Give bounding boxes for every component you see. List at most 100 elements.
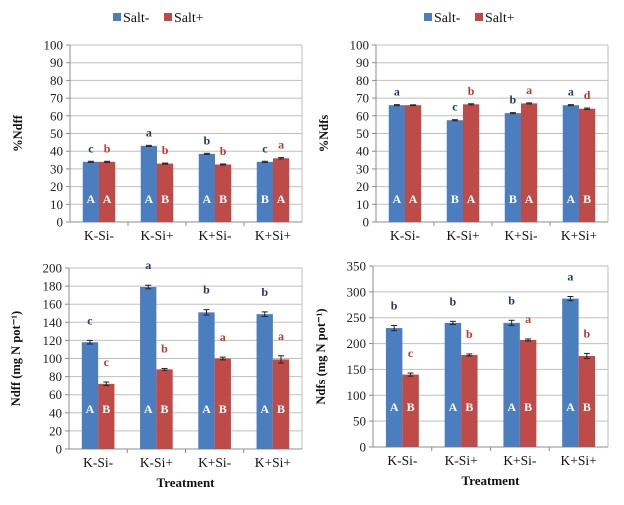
significance-letter: c <box>262 141 268 155</box>
bar-salt-minus <box>503 322 520 447</box>
significance-letter: b <box>161 341 168 355</box>
x-category-label: K+Si- <box>198 228 232 243</box>
y-tick-label: 0 <box>57 215 64 230</box>
legend: Salt- Salt+ <box>424 11 515 26</box>
bar-salt-plus <box>578 355 596 447</box>
y-tick-label: 50 <box>356 126 369 141</box>
inner-letter: A <box>525 192 534 206</box>
bar-salt-minus <box>140 287 157 449</box>
inner-letter: A <box>144 402 153 416</box>
chart-ndff: 0 20 40 60 80 100 120 140 160 180 200 K-Si-c Ac B K-Si… <box>9 258 303 490</box>
bar-salt-minus <box>82 161 99 222</box>
y-tick-label: 60 <box>49 387 62 402</box>
inner-letter: A <box>409 192 418 206</box>
bar-salt-plus <box>157 163 174 222</box>
bar-salt-plus <box>519 339 537 447</box>
significance-letter: d <box>584 88 591 102</box>
y-tick-label: 30 <box>356 161 369 176</box>
bar-salt-minus <box>140 145 157 222</box>
y-tick-label: 180 <box>43 279 63 294</box>
inner-letter: B <box>465 400 473 414</box>
significance-letter: a <box>525 312 531 326</box>
y-tick-label: 0 <box>360 440 367 455</box>
x-category-label: K-Si+ <box>140 228 173 243</box>
y-tick-label: 70 <box>356 91 369 106</box>
significance-letter: c <box>104 355 110 369</box>
y-tick-label: 100 <box>350 38 370 53</box>
significance-letter: a <box>567 270 573 284</box>
inner-letter: A <box>145 192 154 206</box>
x-category-label: K+Si- <box>198 455 232 470</box>
chart-pct-ndff: 0 10 20 30 40 50 60 70 80 90 100 K-Si-c Ab A K-Si+ a Ab B… <box>11 11 303 243</box>
significance-letter: a <box>394 85 400 99</box>
inner-letter: A <box>260 402 269 416</box>
bar-salt-plus <box>215 164 232 222</box>
significance-letter: c <box>87 313 93 327</box>
x-category-label: K-Si- <box>84 228 115 243</box>
significance-letter: a <box>220 330 226 344</box>
inner-letter: A <box>203 192 212 206</box>
x-axis-label: Treatment <box>157 475 216 490</box>
bar-salt-minus <box>446 120 463 222</box>
inner-letter: B <box>277 402 285 416</box>
inner-letter: B <box>583 192 591 206</box>
bar-salt-plus <box>272 359 290 449</box>
legend-swatch-salt-minus <box>424 13 432 21</box>
x-category-label: K-Si- <box>390 228 421 243</box>
inner-letter: B <box>261 192 269 206</box>
inner-letter: B <box>509 192 517 206</box>
x-category-label: K+Si+ <box>561 228 597 243</box>
bar-salt-minus <box>562 105 579 222</box>
y-tick-label: 30 <box>50 161 63 176</box>
y-tick-label: 40 <box>49 405 62 420</box>
x-category-label: K+Si- <box>503 453 537 468</box>
inner-letter: B <box>219 192 227 206</box>
significance-letter: b <box>391 298 398 312</box>
bar-salt-plus <box>405 105 422 222</box>
x-category-label: K-Si+ <box>140 455 173 470</box>
significance-letter: a <box>278 329 284 343</box>
chart-ndfs: 0 50 100 150 200 250 300 350 K-Si-b Ac B K-Si+ b Ab B K… <box>314 259 609 488</box>
y-tick-label: 20 <box>49 423 62 438</box>
x-category-label: K-Si- <box>83 455 114 470</box>
x-category-label: K+Si+ <box>561 453 597 468</box>
significance-letter: c <box>88 141 94 155</box>
y-tick-label: 20 <box>356 179 369 194</box>
significance-letter: a <box>146 125 152 139</box>
y-tick-label: 0 <box>56 442 63 457</box>
significance-letter: b <box>204 133 211 147</box>
bar-salt-minus <box>388 105 405 222</box>
significance-letter: b <box>162 143 169 157</box>
significance-letter: a <box>568 85 574 99</box>
significance-letter: b <box>584 326 591 340</box>
y-tick-label: 350 <box>347 259 367 274</box>
bar-salt-plus <box>98 383 115 449</box>
bar-salt-plus <box>156 369 173 449</box>
x-category-label: K-Si- <box>387 453 418 468</box>
significance-letter: b <box>104 141 111 155</box>
bar-salt-minus <box>256 314 273 449</box>
significance-letter: b <box>468 84 475 98</box>
bar-salt-minus <box>81 342 99 449</box>
inner-letter: B <box>219 402 227 416</box>
bar-salt-minus <box>256 161 273 222</box>
x-category-label: K+Si- <box>504 228 538 243</box>
legend: Salt- Salt+ <box>113 11 204 26</box>
bar-salt-minus <box>444 322 462 447</box>
y-axis-label: %Ndfs <box>317 115 331 153</box>
y-tick-label: 40 <box>50 144 63 159</box>
significance-letter: b <box>450 294 457 308</box>
inner-letter: A <box>202 402 211 416</box>
inner-letter: A <box>449 400 458 414</box>
legend-label-salt-plus: Salt+ <box>174 11 204 26</box>
significance-letter: b <box>203 283 210 297</box>
inner-letter: B <box>102 402 110 416</box>
significance-letter: a <box>526 83 532 97</box>
significance-letter: b <box>261 285 268 299</box>
y-tick-label: 90 <box>50 55 63 70</box>
bar-salt-plus <box>99 161 116 222</box>
inner-letter: B <box>161 402 169 416</box>
y-tick-label: 200 <box>347 336 367 351</box>
y-tick-label: 300 <box>347 284 367 299</box>
